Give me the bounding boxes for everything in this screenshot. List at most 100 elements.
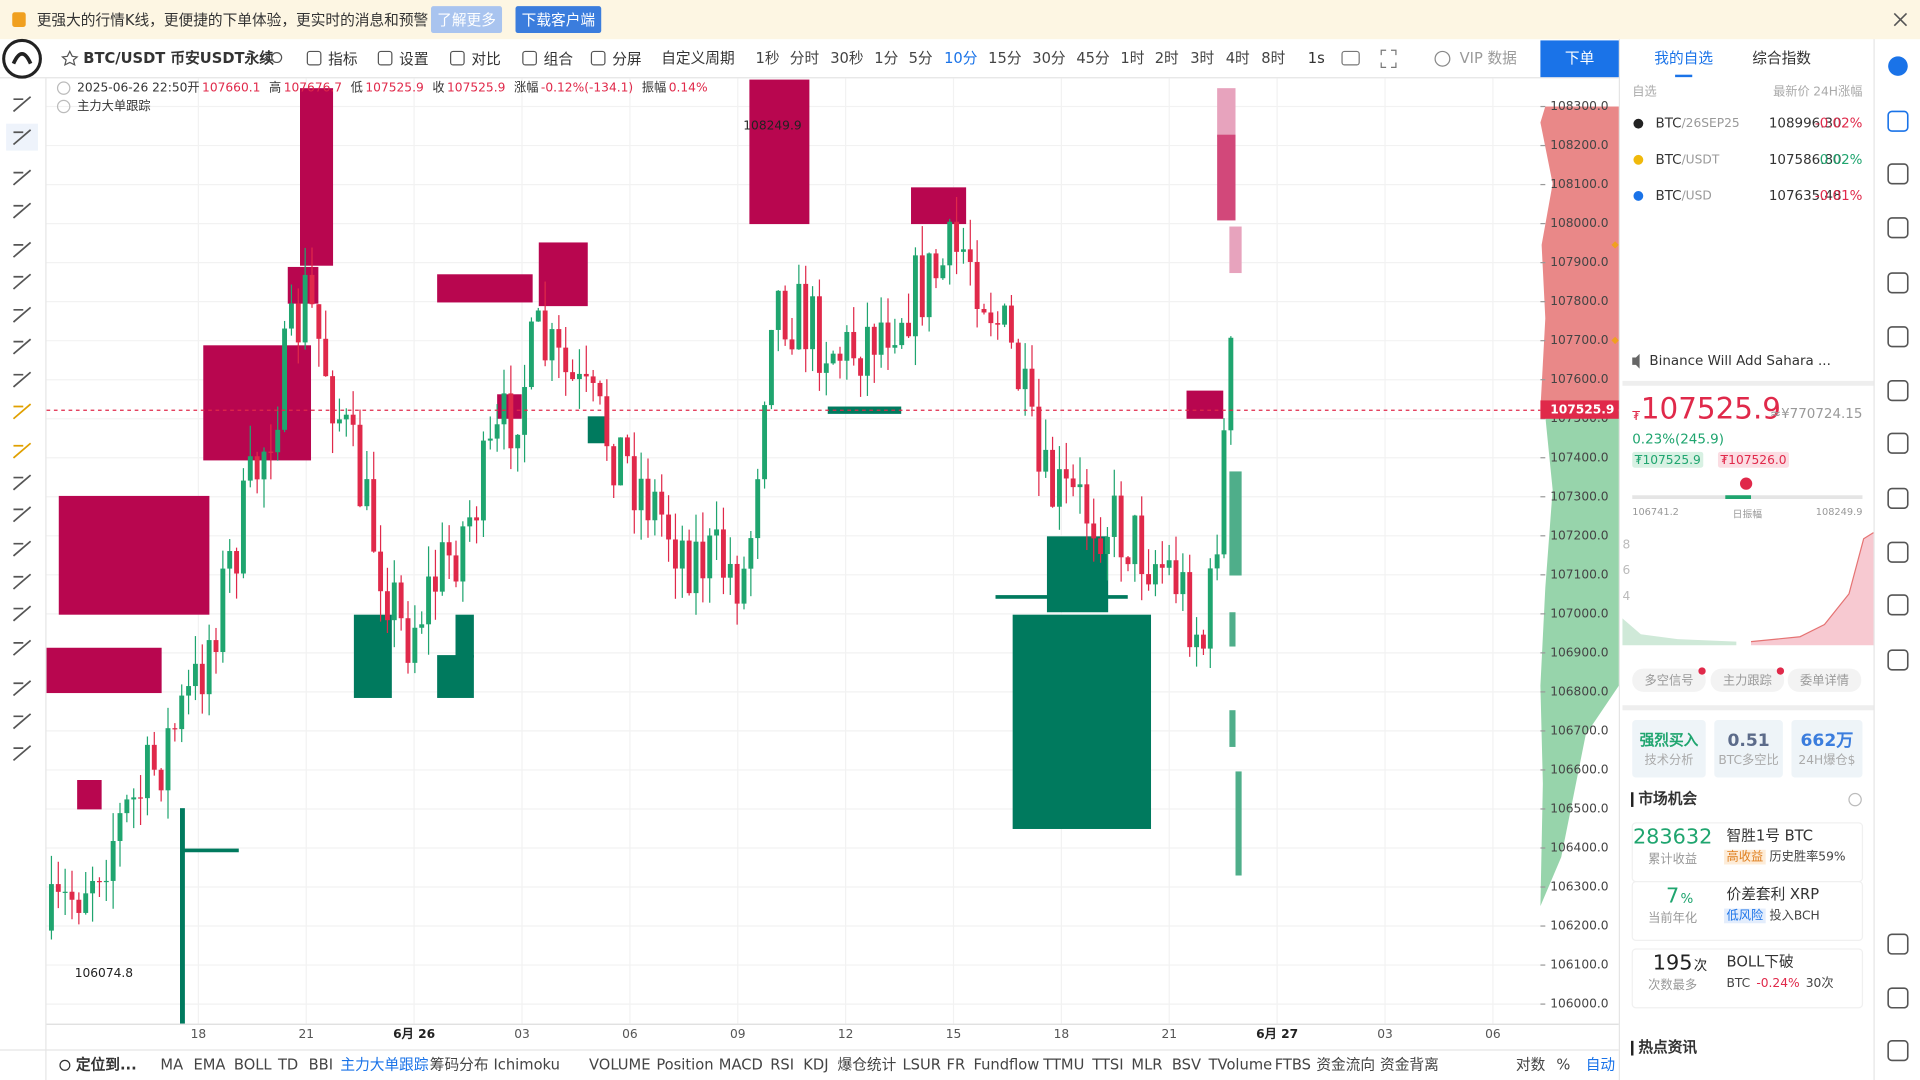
signal-button[interactable] [1632, 668, 1706, 692]
period[interactable]: 4时 [1226, 50, 1250, 67]
side-icon[interactable] [1887, 380, 1909, 402]
indicator[interactable]: LSUR [902, 1056, 940, 1073]
learn-more-button[interactable] [431, 6, 503, 34]
indicator[interactable]: FTBS [1275, 1056, 1311, 1073]
drawing-tool[interactable] [12, 745, 32, 762]
tool-icon[interactable] [450, 50, 465, 66]
drawing-tool[interactable] [12, 241, 32, 258]
drawing-tool[interactable] [12, 713, 32, 730]
indicator[interactable]: TVolume [1208, 1056, 1273, 1073]
locate-icon[interactable] [59, 1059, 71, 1071]
drawing-tool[interactable] [12, 338, 32, 355]
drawing-tool[interactable] [12, 639, 32, 656]
indicator[interactable]: MACD [719, 1056, 763, 1073]
order-button[interactable] [1540, 40, 1619, 78]
drawing-tool[interactable] [12, 169, 32, 186]
close-banner[interactable] [1893, 12, 1908, 27]
period[interactable]: 1秒 [756, 50, 780, 67]
refresh-icon[interactable] [1848, 792, 1862, 807]
drawing-tool[interactable] [12, 506, 32, 523]
drawing-tool[interactable] [12, 573, 32, 590]
indicator[interactable]: Position [656, 1056, 713, 1073]
drawing-tool[interactable] [12, 129, 32, 146]
signal[interactable]: 主力跟踪 [1723, 673, 1772, 687]
fullscreen-icon[interactable] [1380, 49, 1397, 68]
period[interactable]: 分时 [790, 50, 820, 67]
custom-period[interactable]: 自定义周期 [661, 50, 734, 67]
indicator[interactable]: 主力大单跟踪 [340, 1056, 428, 1073]
signal[interactable]: 多空信号 [1645, 673, 1694, 687]
tool-icon[interactable] [590, 50, 606, 66]
indicator[interactable]: BOLL [234, 1056, 273, 1073]
indicator[interactable]: BBI [309, 1056, 333, 1073]
period[interactable]: 1时 [1120, 50, 1144, 67]
drawing-tool[interactable] [12, 540, 32, 557]
tab[interactable]: 综合指数 [1752, 50, 1811, 67]
search-icon[interactable] [271, 52, 283, 64]
drawing-tool[interactable] [12, 202, 32, 219]
tool[interactable]: 对比 [471, 51, 500, 68]
tool-icon[interactable] [306, 50, 322, 66]
indicator[interactable]: 资金流向 [1316, 1056, 1375, 1073]
axis-option[interactable]: % [1556, 1056, 1570, 1073]
side-icon[interactable] [1887, 1040, 1909, 1062]
period[interactable]: 30秒 [830, 50, 864, 67]
tool[interactable]: 分屏 [612, 51, 641, 68]
signal-button[interactable] [1710, 668, 1785, 692]
watch-base[interactable]: BTC [1656, 117, 1682, 132]
indicator[interactable]: TTSI [1091, 1056, 1123, 1073]
tool[interactable]: 指标 [328, 51, 358, 68]
tool[interactable]: 组合 [544, 51, 574, 68]
news[interactable]: Binance Will Add Sahara ... [1649, 354, 1830, 369]
period[interactable]: 10分 [944, 50, 978, 67]
tool-icon[interactable] [377, 50, 393, 66]
indicator[interactable]: FR [947, 1056, 966, 1073]
period[interactable]: 8时 [1261, 50, 1285, 67]
drawing-tool[interactable] [12, 371, 32, 388]
indicator[interactable]: Ichimoku [493, 1056, 559, 1073]
side-icon[interactable] [1887, 649, 1909, 671]
indicator[interactable]: EMA [193, 1056, 225, 1073]
indicator[interactable]: TTMU [1042, 1056, 1084, 1073]
indicator[interactable]: RSI [770, 1056, 794, 1073]
tab[interactable]: 我的自选 [1654, 50, 1713, 67]
signal-button[interactable] [1787, 668, 1862, 692]
watch-base[interactable]: BTC [1656, 153, 1682, 168]
indicator[interactable]: 筹码分布 [430, 1056, 489, 1073]
period[interactable]: 30分 [1032, 50, 1066, 67]
side-icon[interactable] [1887, 933, 1909, 955]
side-icon[interactable] [1887, 326, 1909, 348]
star-icon[interactable] [60, 50, 79, 67]
drawing-tool[interactable] [12, 474, 32, 491]
side-icon[interactable] [1887, 487, 1909, 509]
side-icon[interactable] [1887, 594, 1909, 616]
drawing-tool[interactable] [12, 680, 32, 697]
drawing-tool[interactable] [12, 442, 32, 459]
indicator[interactable]: 爆仓统计 [838, 1056, 897, 1073]
info-toggle[interactable] [56, 81, 71, 95]
side-icon[interactable] [1887, 432, 1909, 454]
logo[interactable] [2, 38, 42, 79]
side-icon[interactable] [1887, 541, 1909, 563]
indicator[interactable]: VOLUME [589, 1056, 651, 1073]
indicator[interactable]: MA [160, 1056, 183, 1073]
side-icon[interactable] [1887, 272, 1909, 294]
order[interactable]: 下单 [1565, 50, 1594, 67]
drawing-tool[interactable] [12, 403, 32, 420]
vip-icon[interactable] [1434, 50, 1451, 67]
indicator-toggle[interactable] [56, 99, 71, 114]
camera-icon[interactable] [1341, 50, 1360, 66]
signal[interactable]: 委单详情 [1800, 672, 1849, 687]
tool[interactable]: 设置 [399, 51, 428, 68]
period[interactable]: 15分 [988, 50, 1022, 67]
indicator[interactable]: BSV [1172, 1056, 1201, 1073]
side-icon[interactable] [1888, 56, 1908, 76]
indicator[interactable]: MLR [1131, 1056, 1162, 1073]
chart-interval[interactable]: 1s [1308, 50, 1325, 67]
axis-option[interactable]: 自动 [1586, 1056, 1615, 1073]
axis-option[interactable]: 对数 [1516, 1056, 1546, 1073]
indicator[interactable]: KDJ [803, 1056, 828, 1073]
drawing-tool[interactable] [12, 273, 32, 290]
side-icon[interactable] [1887, 163, 1909, 185]
period[interactable]: 1分 [874, 50, 898, 67]
